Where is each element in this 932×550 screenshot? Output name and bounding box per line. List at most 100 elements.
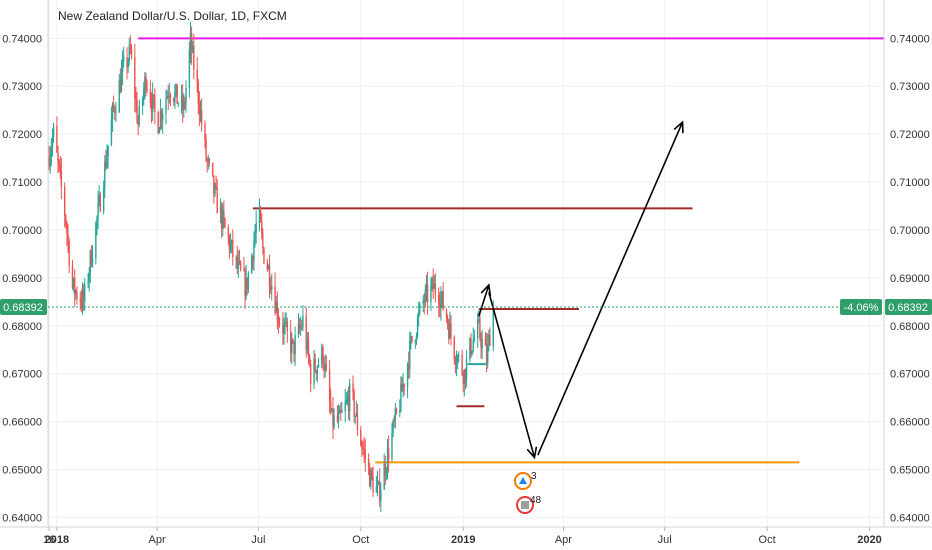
candle-body: [348, 383, 351, 412]
candle-body: [189, 32, 192, 50]
candle-body: [98, 195, 100, 203]
candle-body: [254, 233, 256, 243]
candle-body: [322, 347, 324, 365]
candle-body: [255, 223, 257, 234]
candle-body: [200, 110, 203, 125]
candle-body: [434, 283, 437, 295]
candle-body: [284, 323, 286, 325]
candle-body: [58, 160, 60, 166]
candle-body: [489, 334, 491, 347]
candle-body: [298, 324, 301, 329]
candle-body: [82, 290, 85, 302]
candle-body: [88, 272, 90, 282]
candle-body: [371, 470, 373, 477]
candle-body: [50, 148, 53, 157]
candle-body: [149, 89, 152, 103]
candle-body: [393, 420, 395, 422]
candle-body: [128, 45, 130, 61]
y-tick-label-left: 0.72000: [2, 129, 42, 141]
candle-body: [347, 398, 350, 412]
candle-body: [222, 210, 224, 229]
candle-body: [445, 309, 448, 319]
candle-body: [271, 285, 273, 290]
candle-body: [91, 258, 94, 266]
y-tick-label-right: 0.67000: [890, 369, 930, 381]
candle-body: [150, 102, 153, 112]
dividend-event-marker[interactable]: 48: [516, 495, 542, 514]
candle-body: [426, 284, 429, 303]
projection-arrow-head: [526, 446, 538, 460]
right-price-axis[interactable]: 0.74000 0.73000 0.72000 0.71000 0.70000 0.690…: [890, 33, 930, 524]
x-tick-label: Oct: [759, 534, 776, 546]
chart-title: New Zealand Dollar/U.S. Dollar, 1D, FXCM: [58, 9, 287, 23]
candle-body: [227, 227, 230, 238]
candle-body: [333, 415, 335, 427]
y-tick-label-right: 0.71000: [890, 177, 930, 189]
candle-body: [266, 263, 268, 270]
candle-body: [115, 112, 117, 114]
candle-body: [446, 318, 449, 325]
candle-body: [456, 356, 459, 364]
candle-body: [84, 283, 86, 302]
candle-body: [458, 355, 460, 357]
candle-body: [394, 408, 397, 422]
price-change-percent: -4.06%: [844, 302, 879, 314]
candle-body: [362, 448, 364, 450]
candle-body: [383, 464, 385, 490]
x-tick-label: 2018: [45, 534, 69, 546]
candle-body: [411, 335, 413, 342]
price-tag-left: 0.68392: [0, 299, 47, 316]
candle-body: [80, 301, 83, 306]
earnings-event-marker[interactable]: 3: [514, 471, 537, 490]
candle-body: [353, 391, 355, 417]
candle-body: [262, 233, 264, 248]
candle-body: [176, 84, 178, 105]
candle-body: [95, 223, 97, 259]
candle-body: [190, 32, 193, 53]
candle-body: [425, 284, 428, 290]
y-tick-label-left: 0.68000: [2, 321, 42, 333]
candle-body: [99, 195, 102, 212]
candle-body: [285, 321, 287, 324]
candle-body: [301, 326, 303, 328]
candle-body: [310, 364, 312, 384]
candle-body: [112, 104, 115, 109]
candle-body: [410, 335, 412, 341]
candle-body: [315, 370, 317, 375]
candle-body: [331, 408, 333, 412]
candle-body: [67, 233, 69, 242]
candle-body: [239, 262, 242, 270]
candle-body: [330, 401, 332, 412]
candle-body: [276, 301, 279, 320]
candle-body: [193, 45, 195, 70]
candle-body: [268, 265, 271, 287]
candle-body: [308, 355, 311, 365]
candle-body: [317, 364, 320, 367]
candle-body: [223, 210, 225, 219]
y-tick-label-right: 0.64000: [890, 512, 930, 524]
candle-body: [220, 206, 223, 229]
candle-body: [251, 256, 253, 274]
candle-body: [423, 300, 425, 303]
y-tick-label-left: 0.65000: [2, 465, 42, 477]
candle-body: [341, 410, 343, 413]
candle-body: [363, 449, 365, 451]
y-tick-label-left: 0.67000: [2, 369, 42, 381]
dividend-glyph: [521, 501, 529, 509]
candle-body: [129, 45, 132, 50]
candle-body: [360, 429, 362, 446]
candle-body: [367, 458, 370, 467]
candle-body: [212, 162, 214, 176]
candle-body: [192, 45, 194, 53]
left-price-axis[interactable]: 0.74000 0.73000 0.72000 0.71000 0.70000 0.690…: [2, 33, 42, 524]
candle-body: [106, 156, 108, 168]
candle-body: [294, 335, 296, 355]
y-tick-label-left: 0.74000: [2, 33, 42, 45]
candle-body: [283, 324, 285, 334]
drawings-overlay: [478, 120, 684, 460]
candle-body: [229, 243, 232, 251]
candle-body: [461, 355, 463, 374]
candle-body: [252, 256, 254, 262]
